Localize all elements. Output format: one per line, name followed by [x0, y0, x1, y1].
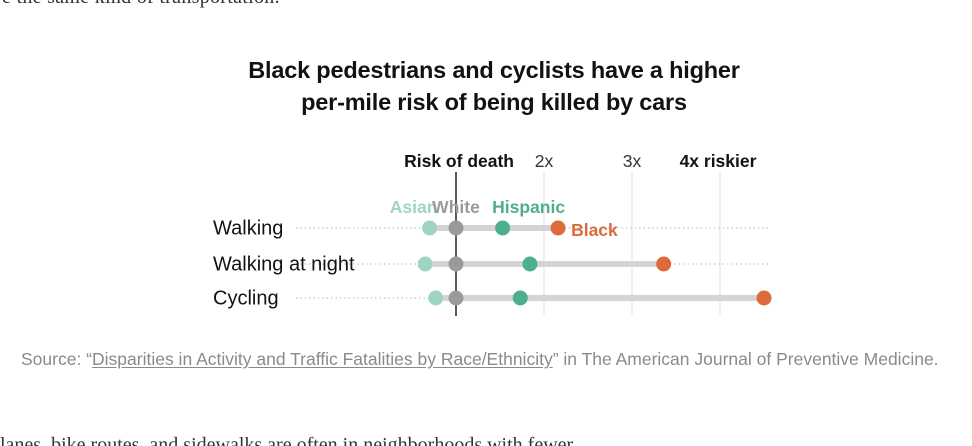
group-label-hispanic: Hispanic: [492, 197, 565, 217]
dot-asian-1: [417, 256, 433, 272]
chart-title: Black pedestrians and cyclists have a hi…: [0, 54, 972, 118]
tick-label-2x: 2x: [535, 151, 554, 171]
previous-paragraph-text: e the same kind of transportation.: [2, 0, 280, 9]
dot-black-1: [656, 256, 672, 272]
source-prefix: Source: “: [21, 349, 92, 369]
category-label-1: Walking at night: [213, 254, 355, 276]
next-paragraph-fragment: lanes, bike routes, and sidewalks are of…: [0, 434, 972, 446]
chart-title-line-2: per-mile risk of being killed by cars: [301, 89, 687, 115]
group-label-black: Black: [571, 220, 618, 240]
source-note: Source: “Disparities in Activity and Tra…: [21, 346, 971, 373]
dot-asian-2: [428, 290, 444, 306]
dot-white-1: [448, 256, 464, 272]
dot-black-0: [550, 220, 566, 236]
baseline-label: Risk of death: [404, 151, 514, 171]
dot-white-2: [448, 290, 464, 306]
group-label-asian: Asian: [390, 197, 438, 217]
next-paragraph-text: lanes, bike routes, and sidewalks are of…: [0, 434, 574, 446]
previous-paragraph-fragment: e the same kind of transportation.: [0, 0, 972, 12]
dot-hispanic-0: [495, 220, 511, 236]
dot-hispanic-2: [512, 290, 528, 306]
tick-label-4x: 4x riskier: [680, 151, 757, 171]
dot-black-2: [756, 290, 772, 306]
chart-title-line-1: Black pedestrians and cyclists have a hi…: [248, 57, 740, 83]
dot-hispanic-1: [522, 256, 538, 272]
source-suffix: ” in The American Journal of Preventive …: [552, 349, 939, 369]
source-link[interactable]: Disparities in Activity and Traffic Fata…: [92, 349, 553, 369]
category-label-2: Cycling: [213, 288, 279, 310]
category-label-0: Walking: [213, 218, 283, 240]
tick-label-3x: 3x: [623, 151, 642, 171]
dot-white-0: [448, 220, 464, 236]
dot-asian-0: [422, 220, 438, 236]
group-label-white: White: [432, 197, 480, 217]
